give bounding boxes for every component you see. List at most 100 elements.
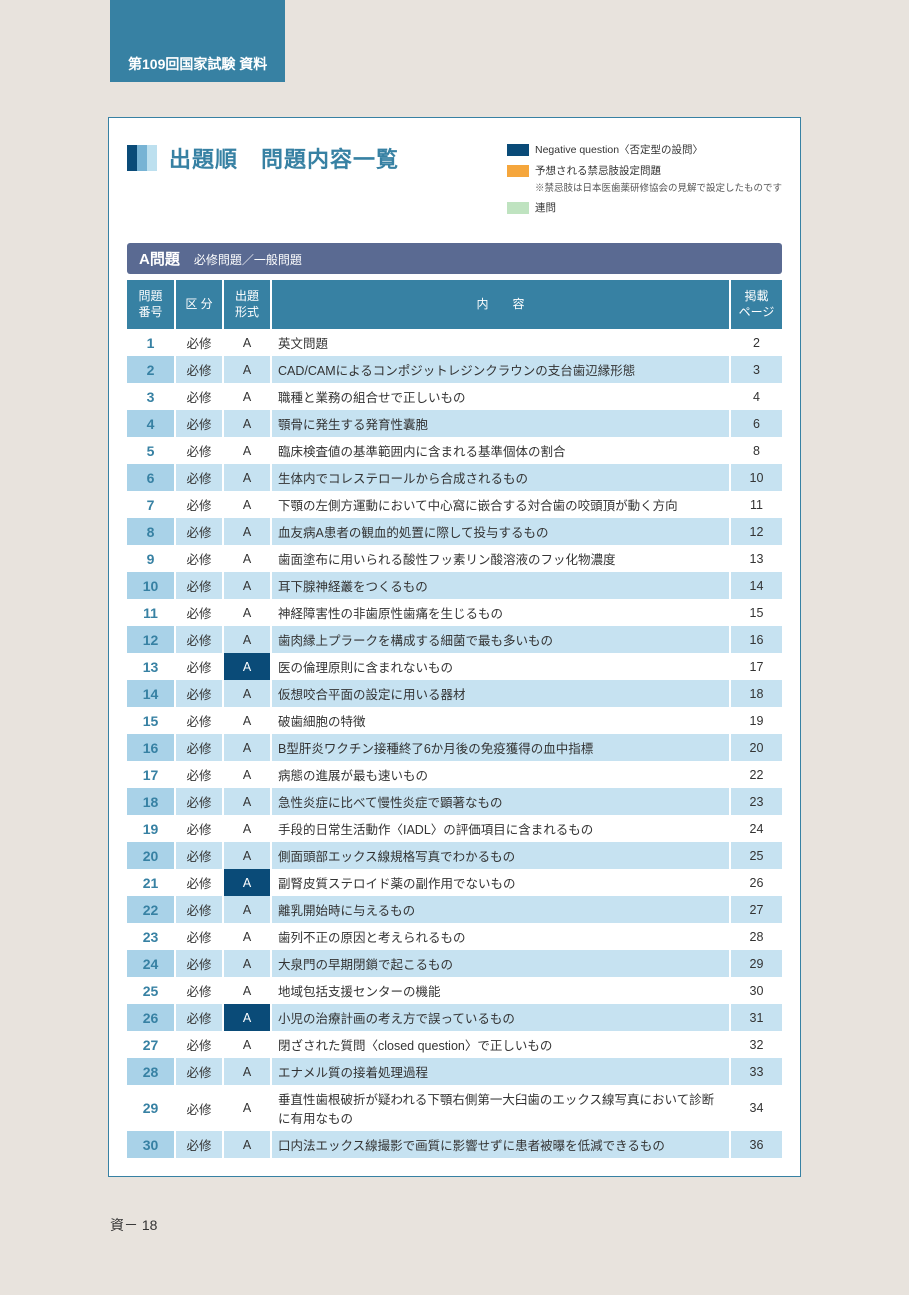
cell-number: 19 [127,815,175,842]
cell-page: 28 [730,923,782,950]
table-row: 19必修A手段的日常生活動作〈IADL〉の評価項目に含まれるもの24 [127,815,782,842]
cell-page: 27 [730,896,782,923]
table-row: 30必修A口内法エックス線撮影で画質に影響せずに患者被曝を低減できるもの36 [127,1131,782,1158]
table-body: 1必修A英文問題22必修ACAD/CAMによるコンポジットレジンクラウンの支台歯… [127,329,782,1158]
cell-naiyou: 垂直性歯根破折が疑われる下顎右側第一大臼歯のエックス線写真において診断に有用なも… [271,1085,730,1131]
cell-keishiki: A [223,1058,271,1085]
title-left: 出題順 問題内容一覧 [127,142,399,174]
cell-naiyou: 地域包括支援センターの機能 [271,977,730,1004]
cell-kubun: 必修 [175,518,223,545]
cell-keishiki: A [223,869,271,896]
cell-keishiki: A [223,950,271,977]
cell-naiyou: 下顎の左側方運動において中心窩に嵌合する対合歯の咬頭頂が動く方向 [271,491,730,518]
cell-kubun: 必修 [175,950,223,977]
cell-number: 5 [127,437,175,464]
cell-keishiki: A [223,518,271,545]
cell-number: 26 [127,1004,175,1031]
cell-keishiki: A [223,788,271,815]
cell-number: 8 [127,518,175,545]
cell-number: 30 [127,1131,175,1158]
cell-kubun: 必修 [175,437,223,464]
table-row: 5必修A臨床検査値の基準範囲内に含まれる基準個体の割合8 [127,437,782,464]
table-row: 4必修A顎骨に発生する発育性囊胞6 [127,410,782,437]
cell-keishiki: A [223,842,271,869]
table-row: 15必修A破歯細胞の特徴19 [127,707,782,734]
cell-keishiki: A [223,761,271,788]
cell-page: 34 [730,1085,782,1131]
table-row: 13必修A医の倫理原則に含まれないもの17 [127,653,782,680]
cell-page: 20 [730,734,782,761]
cell-number: 4 [127,410,175,437]
cell-naiyou: 病態の進展が最も速いもの [271,761,730,788]
table-row: 21必修A副腎皮質ステロイド薬の副作用でないもの26 [127,869,782,896]
cell-number: 25 [127,977,175,1004]
cell-kubun: 必修 [175,1131,223,1158]
cell-page: 3 [730,356,782,383]
cell-naiyou: 閉ざされた質問〈closed question〉で正しいもの [271,1031,730,1058]
legend-negative-swatch [507,144,529,156]
cell-keishiki: A [223,734,271,761]
cell-keishiki: A [223,1131,271,1158]
table-row: 3必修A職種と業務の組合せで正しいもの4 [127,383,782,410]
cell-naiyou: 歯列不正の原因と考えられるもの [271,923,730,950]
title-row: 出題順 問題内容一覧 Negative question〈否定型の設問〉 予想さ… [127,142,782,221]
main-title: 出題順 問題内容一覧 [169,142,399,174]
cell-page: 13 [730,545,782,572]
cell-naiyou: 仮想咬合平面の設定に用いる器材 [271,680,730,707]
cell-kubun: 必修 [175,977,223,1004]
cell-number: 6 [127,464,175,491]
cell-naiyou: 医の倫理原則に含まれないもの [271,653,730,680]
section-bar: A問題 必修問題／一般問題 [127,243,782,274]
table-header-row: 問題 番号 区 分 出題 形式 内 容 掲載 ページ [127,280,782,330]
page-footer: 資－ 18 [110,1215,909,1235]
cell-keishiki: A [223,1004,271,1031]
table-row: 11必修A神経障害性の非歯原性歯痛を生じるもの15 [127,599,782,626]
table-row: 7必修A下顎の左側方運動において中心窩に嵌合する対合歯の咬頭頂が動く方向11 [127,491,782,518]
cell-kubun: 必修 [175,1085,223,1131]
cell-kubun: 必修 [175,1031,223,1058]
legend-linked-swatch [507,202,529,214]
cell-page: 23 [730,788,782,815]
main-panel: 出題順 問題内容一覧 Negative question〈否定型の設問〉 予想さ… [108,117,801,1177]
cell-page: 31 [730,1004,782,1031]
cell-naiyou: 英文問題 [271,329,730,356]
cell-number: 7 [127,491,175,518]
cell-kubun: 必修 [175,572,223,599]
th-number: 問題 番号 [127,280,175,330]
legend: Negative question〈否定型の設問〉 予想される禁忌肢設定問題 ※… [507,142,782,221]
legend-forbidden-note: ※禁忌肢は日本医歯薬研修協会の見解で設定したものです [535,181,782,196]
cell-kubun: 必修 [175,383,223,410]
cell-keishiki: A [223,464,271,491]
table-row: 12必修A歯肉縁上プラークを構成する細菌で最も多いもの16 [127,626,782,653]
cell-kubun: 必修 [175,788,223,815]
th-kubun: 区 分 [175,280,223,330]
cell-page: 2 [730,329,782,356]
th-naiyou: 内 容 [271,280,730,330]
cell-kubun: 必修 [175,491,223,518]
cell-number: 1 [127,329,175,356]
section-title: A問題 [139,248,180,269]
cell-kubun: 必修 [175,1004,223,1031]
table-row: 28必修Aエナメル質の接着処理過程33 [127,1058,782,1085]
cell-number: 14 [127,680,175,707]
table-row: 25必修A地域包括支援センターの機能30 [127,977,782,1004]
table-row: 10必修A耳下腺神経叢をつくるもの14 [127,572,782,599]
cell-kubun: 必修 [175,626,223,653]
table-row: 9必修A歯面塗布に用いられる酸性フッ素リン酸溶液のフッ化物濃度13 [127,545,782,572]
legend-linked-label: 連問 [535,200,782,217]
cell-kubun: 必修 [175,923,223,950]
cell-keishiki: A [223,491,271,518]
cell-naiyou: 顎骨に発生する発育性囊胞 [271,410,730,437]
cell-number: 23 [127,923,175,950]
cell-keishiki: A [223,1031,271,1058]
cell-page: 36 [730,1131,782,1158]
cell-keishiki: A [223,815,271,842]
cell-naiyou: 手段的日常生活動作〈IADL〉の評価項目に含まれるもの [271,815,730,842]
cell-keishiki: A [223,707,271,734]
legend-forbidden-text: 予想される禁忌肢設定問題 ※禁忌肢は日本医歯薬研修協会の見解で設定したものです [535,163,782,196]
cell-page: 25 [730,842,782,869]
cell-kubun: 必修 [175,545,223,572]
cell-page: 12 [730,518,782,545]
cell-page: 33 [730,1058,782,1085]
cell-naiyou: 職種と業務の組合せで正しいもの [271,383,730,410]
